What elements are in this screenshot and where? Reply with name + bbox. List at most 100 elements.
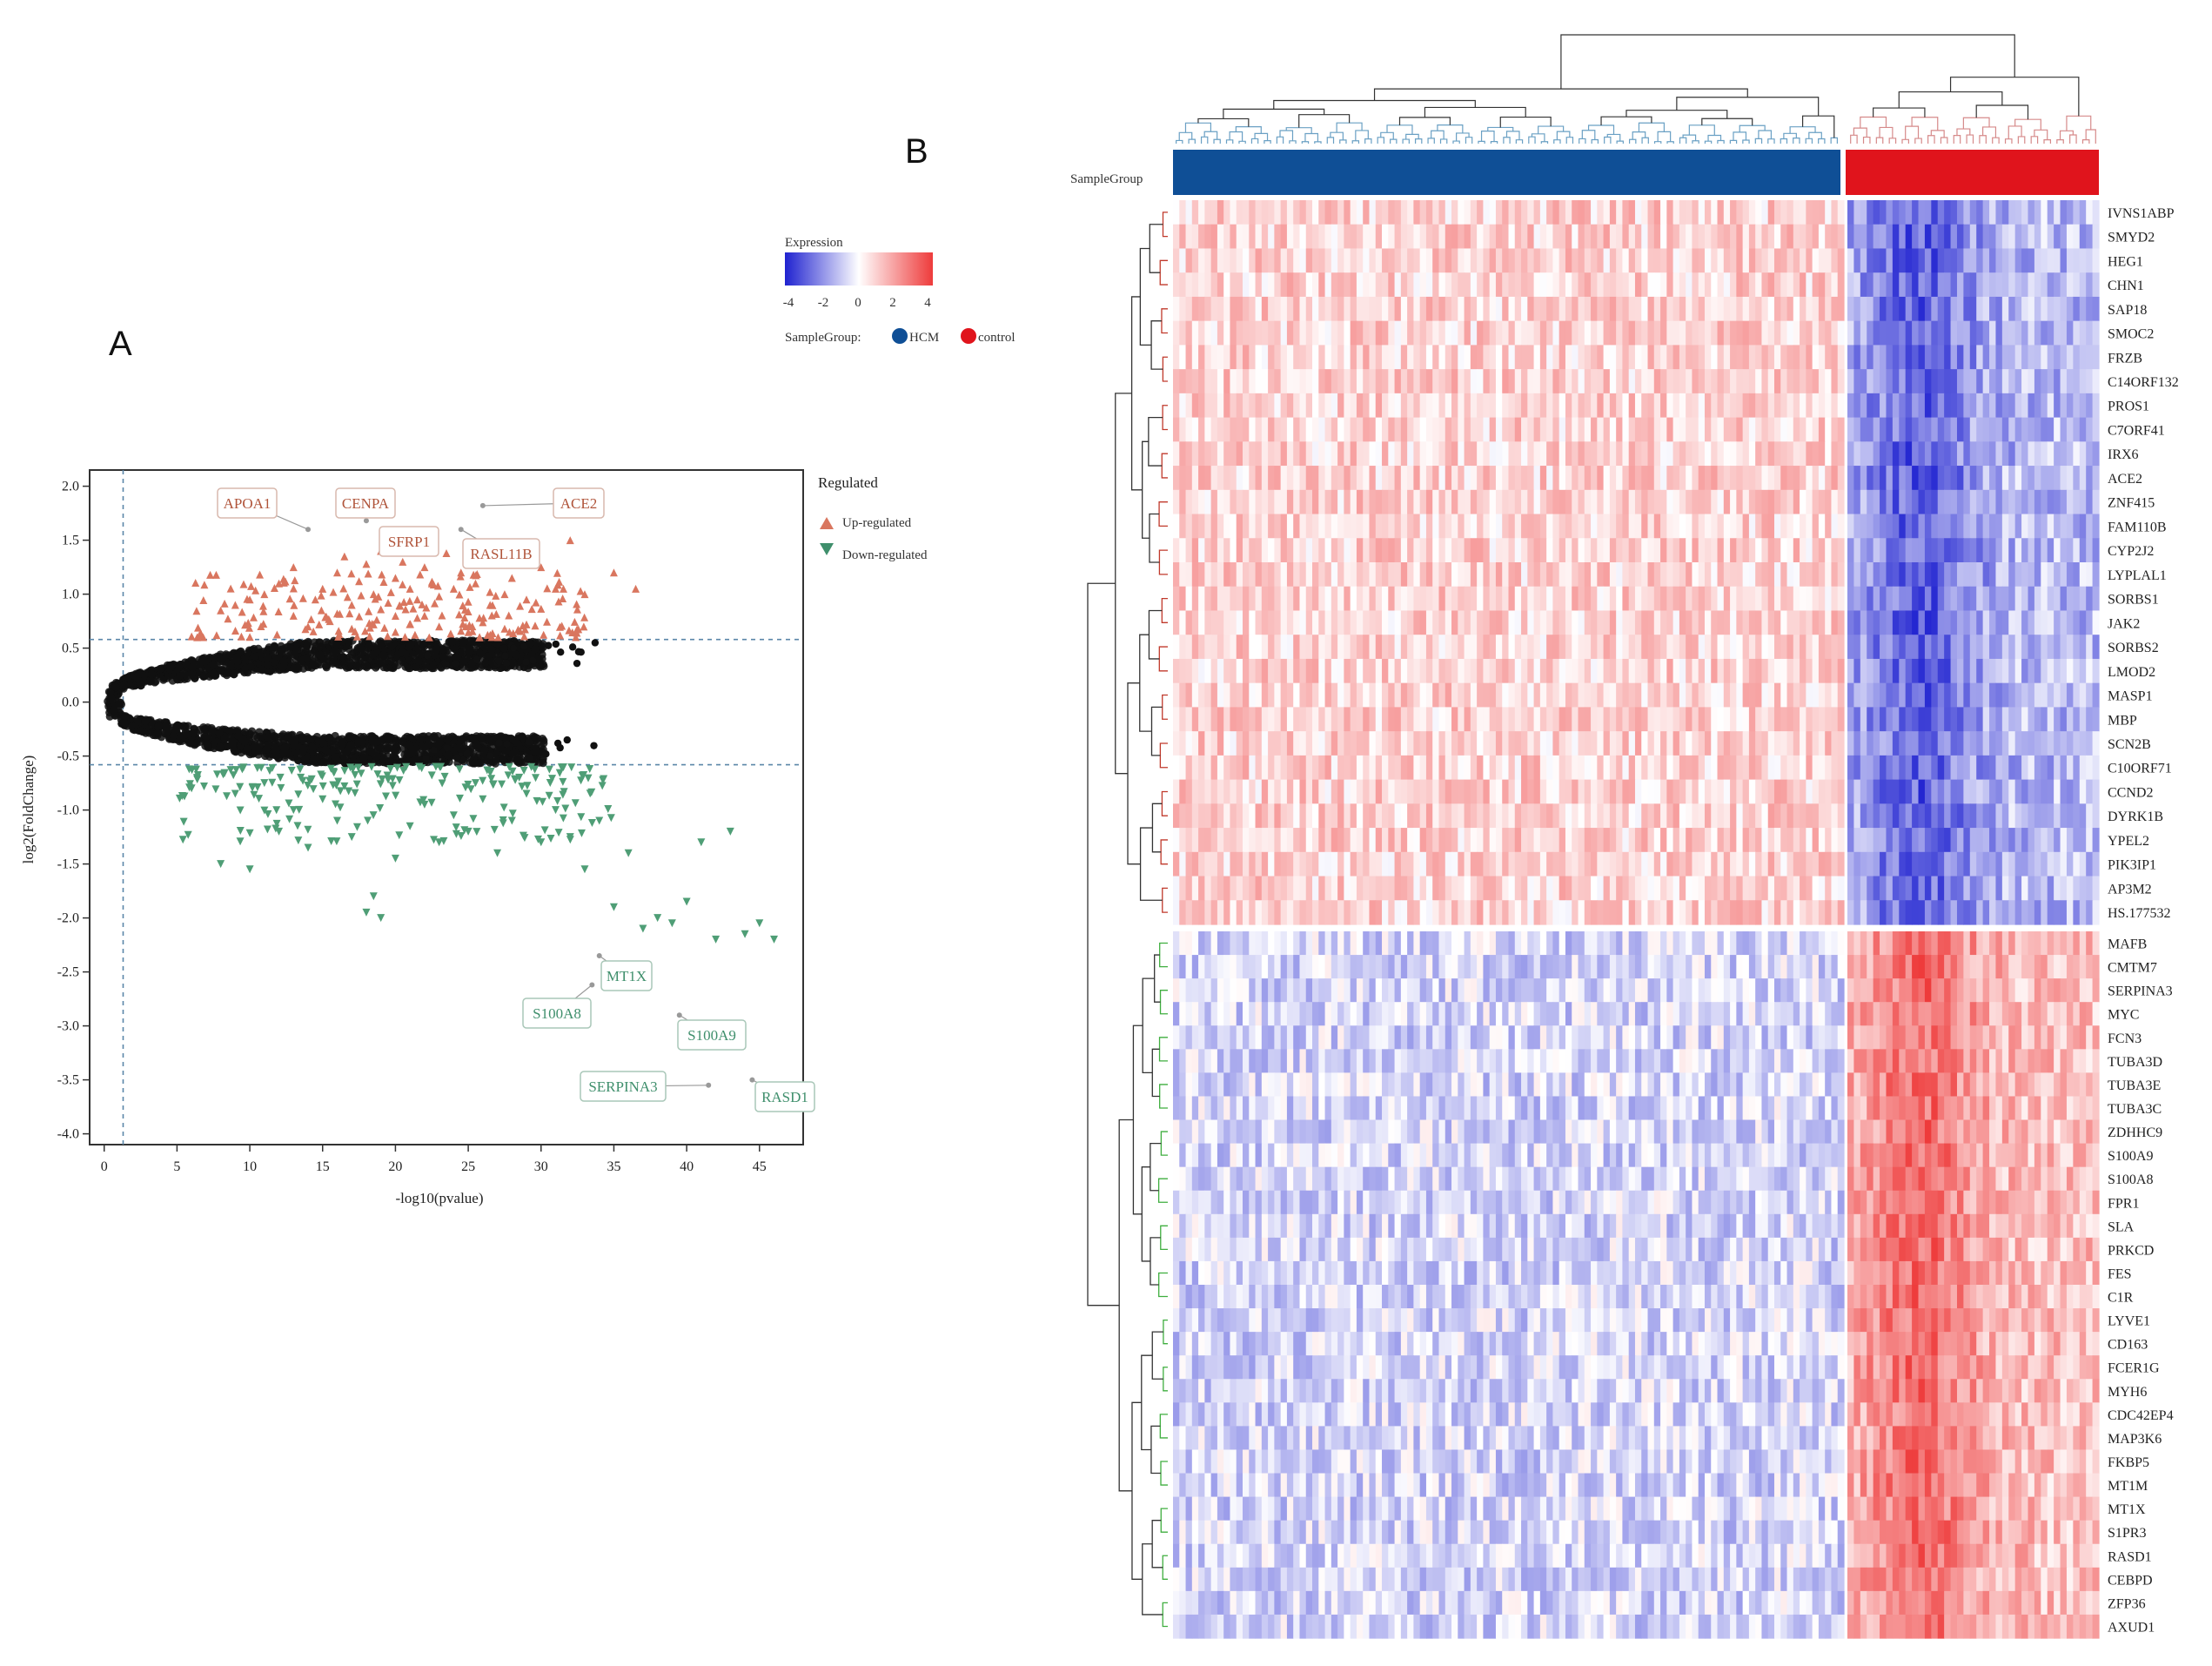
heatmap-cell: [1899, 272, 1907, 298]
heatmap-cell: [1963, 441, 1971, 467]
heatmap-cell: [1773, 248, 1781, 273]
heatmap-cell: [1445, 320, 1452, 346]
heatmap-cell: [1622, 296, 1630, 322]
heatmap-cell: [1786, 441, 1794, 467]
heatmap-cell: [1236, 466, 1243, 491]
heatmap-cell: [1831, 441, 1839, 467]
heatmap-cell: [1350, 272, 1357, 298]
heatmap-cell: [1976, 272, 1984, 298]
up-point: [492, 609, 500, 618]
heatmap-cell: [1653, 441, 1661, 467]
heatmap-cell: [1666, 320, 1674, 346]
heatmap-cell: [1628, 369, 1636, 394]
heatmap-cell: [1400, 248, 1408, 273]
heatmap-cell: [1388, 248, 1396, 273]
up-point: [377, 605, 385, 614]
heatmap-cell: [1609, 224, 1617, 250]
down-point: [295, 805, 304, 814]
heatmap-cell: [2086, 320, 2094, 346]
heatmap-cell: [1331, 200, 1338, 225]
heatmap-cell: [1873, 272, 1880, 298]
heatmap-cell: [1963, 248, 1971, 273]
heatmap-cell: [1173, 296, 1180, 322]
heatmap-cell: [1268, 320, 1275, 346]
heatmap-cell: [1191, 200, 1199, 225]
heatmap-cell: [1324, 466, 1332, 491]
heatmap-cell: [1521, 369, 1528, 394]
heatmap-cell: [2034, 369, 2041, 394]
heatmap-cell: [1249, 248, 1257, 273]
column-dendrogram-branch: [1949, 77, 2080, 117]
heatmap-cell: [1432, 320, 1440, 346]
down-point: [399, 766, 408, 775]
heatmap-cell: [1318, 296, 1326, 322]
heatmap-cell: [1261, 369, 1269, 394]
callout-anchor-point: [706, 1082, 712, 1088]
ns-point: [441, 660, 450, 668]
heatmap-cell: [1255, 369, 1263, 394]
heatmap-cell: [1445, 272, 1452, 298]
y-tick-label: -4.0: [57, 1127, 79, 1142]
heatmap-cell: [1660, 224, 1667, 250]
heatmap-cell: [1950, 272, 1958, 298]
heatmap-cell: [1217, 345, 1224, 370]
heatmap-cell: [1191, 296, 1199, 322]
heatmap-cell: [1597, 320, 1605, 346]
heatmap-cell: [2001, 272, 2009, 298]
heatmap-cell: [1286, 345, 1294, 370]
heatmap-cell: [1867, 296, 1874, 322]
heatmap-cell: [1995, 369, 2003, 394]
heatmap-cell: [1514, 320, 1522, 346]
heatmap-cell: [1464, 272, 1471, 298]
heatmap-cell: [1918, 272, 1926, 298]
heatmap-cell: [1565, 441, 1572, 467]
down-point: [499, 803, 508, 812]
heatmap-cell: [1394, 224, 1402, 250]
column-dendrogram-branch: [1203, 131, 1218, 140]
ns-point: [556, 743, 564, 752]
heatmap-cell: [1660, 248, 1667, 273]
heatmap-cell: [1470, 272, 1478, 298]
heatmap-cell: [1780, 345, 1788, 370]
heatmap-cell: [1502, 369, 1510, 394]
heatmap-cell: [1730, 200, 1737, 225]
ns-point: [495, 739, 503, 747]
down-point: [538, 797, 546, 806]
heatmap-cell: [1527, 296, 1535, 322]
heatmap-cell: [1641, 393, 1649, 419]
heatmap-cell: [1742, 296, 1750, 322]
heatmap-cell: [1905, 224, 1913, 250]
heatmap-cell: [1204, 272, 1212, 298]
heatmap-cell: [1786, 320, 1794, 346]
heatmap-cell: [1761, 393, 1769, 419]
heatmap-cell: [1179, 369, 1187, 394]
heatmap-cell: [2021, 272, 2029, 298]
heatmap-cell: [1666, 296, 1674, 322]
ns-point: [316, 650, 325, 660]
up-point: [206, 570, 215, 579]
heatmap-cell: [1641, 345, 1649, 370]
heatmap-cell: [2041, 345, 2048, 370]
heatmap-cell: [1717, 441, 1725, 467]
heatmap-cell: [1860, 248, 1867, 273]
column-dendrogram-branch: [1540, 141, 1549, 144]
sample-group-track-label: SampleGroup: [1070, 172, 1143, 186]
ns-point: [445, 733, 453, 742]
heatmap-cell: [1274, 466, 1282, 491]
heatmap-cell: [1806, 441, 1813, 467]
heatmap-cell: [2060, 369, 2068, 394]
heatmap-cell: [1299, 441, 1307, 467]
heatmap-cell: [1558, 272, 1566, 298]
heatmap-cell: [1679, 248, 1686, 273]
heatmap-cell: [1584, 393, 1592, 419]
heatmap-cell: [1470, 296, 1478, 322]
heatmap-cell: [1299, 369, 1307, 394]
heatmap-cell: [1711, 296, 1719, 322]
ns-point: [453, 754, 461, 762]
column-dendrogram-branch: [2034, 129, 2048, 140]
ns-point: [277, 648, 286, 657]
heatmap-cell: [1249, 466, 1257, 491]
heatmap-cell: [1597, 417, 1605, 442]
heatmap-cell: [1717, 200, 1725, 225]
heatmap-cell: [1388, 200, 1396, 225]
